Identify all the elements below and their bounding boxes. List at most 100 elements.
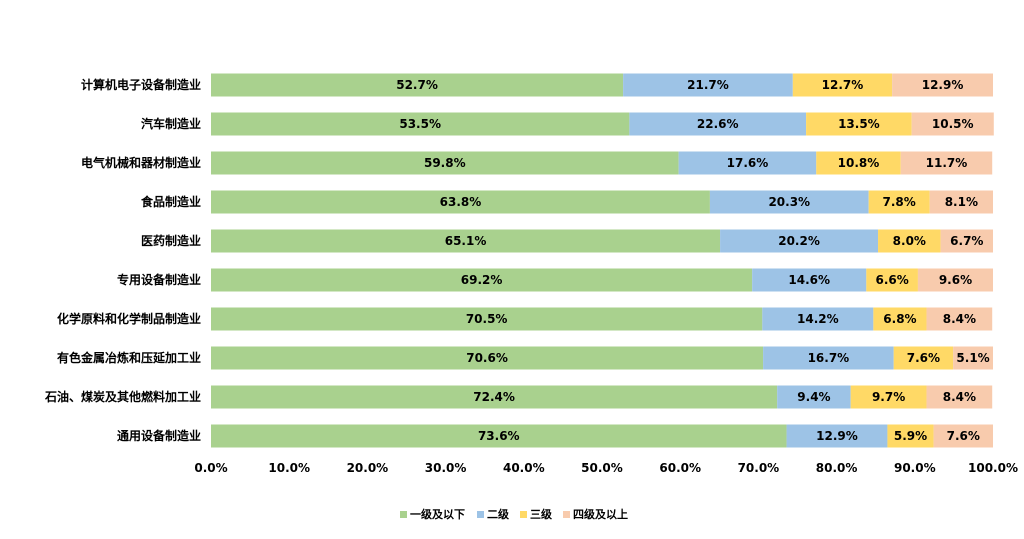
data-label: 9.4% bbox=[797, 390, 830, 404]
bar-segment bbox=[929, 190, 993, 214]
bar-segment bbox=[887, 424, 934, 448]
bar-segment bbox=[777, 385, 851, 409]
bar-segment bbox=[623, 73, 793, 97]
legend-label: 二级 bbox=[487, 507, 510, 521]
data-label: 6.8% bbox=[883, 312, 916, 326]
data-label: 12.7% bbox=[822, 78, 864, 92]
data-label: 20.2% bbox=[778, 234, 820, 248]
bar-segment bbox=[709, 190, 869, 214]
data-label: 73.6% bbox=[478, 429, 520, 443]
data-label: 69.2% bbox=[461, 273, 503, 287]
bar-segment bbox=[900, 151, 993, 175]
x-tick-label: 90.0% bbox=[894, 461, 936, 475]
data-label: 70.5% bbox=[466, 312, 508, 326]
bar-segment bbox=[868, 190, 930, 214]
bars-group: 52.7% 21.7% 12.7% 12.9% 53.5% 22.6% 13.5% 10.5%… bbox=[211, 73, 994, 448]
bar-segment bbox=[211, 190, 710, 214]
data-label: 20.3% bbox=[768, 195, 810, 209]
data-label: 10.8% bbox=[838, 156, 880, 170]
bar-segment bbox=[211, 424, 787, 448]
category-labels: 计算机电子设备制造业汽车制造业电气机械和器材制造业食品制造业医药制造业专用设备制… bbox=[44, 77, 201, 443]
bar-segment bbox=[720, 229, 879, 253]
bar-segment bbox=[866, 268, 918, 292]
bar-segment bbox=[892, 73, 993, 97]
data-label: 21.7% bbox=[687, 78, 729, 92]
bar-segment bbox=[806, 112, 912, 136]
data-label: 8.0% bbox=[893, 234, 926, 248]
bar-segment bbox=[911, 112, 994, 136]
category-label: 有色金属冶炼和压延加工业 bbox=[57, 350, 201, 365]
data-label: 5.1% bbox=[956, 351, 989, 365]
data-label: 70.6% bbox=[466, 351, 508, 365]
data-label: 8.4% bbox=[943, 390, 976, 404]
bar-segment bbox=[211, 307, 763, 331]
category-label: 计算机电子设备制造业 bbox=[81, 77, 201, 92]
bar-segment bbox=[786, 424, 888, 448]
data-label: 6.7% bbox=[950, 234, 983, 248]
x-tick-label: 0.0% bbox=[194, 461, 227, 475]
x-tick-label: 20.0% bbox=[347, 461, 389, 475]
bar-segment bbox=[211, 73, 624, 97]
bar-segment bbox=[678, 151, 817, 175]
legend-swatch bbox=[563, 511, 570, 518]
bar-segment bbox=[933, 424, 993, 448]
bar-segment bbox=[792, 73, 893, 97]
data-label: 52.7% bbox=[396, 78, 438, 92]
data-label: 13.5% bbox=[838, 117, 880, 131]
bar-segment bbox=[211, 229, 721, 253]
x-tick-label: 40.0% bbox=[503, 461, 545, 475]
x-tick-label: 50.0% bbox=[581, 461, 623, 475]
data-label: 8.4% bbox=[943, 312, 976, 326]
data-label: 9.7% bbox=[872, 390, 905, 404]
bar-segment bbox=[211, 112, 630, 136]
data-label: 14.2% bbox=[797, 312, 839, 326]
bar-segment bbox=[926, 385, 993, 409]
bar-segment bbox=[211, 268, 753, 292]
legend-swatch bbox=[520, 511, 527, 518]
bar-segment bbox=[940, 229, 993, 253]
category-label: 专用设备制造业 bbox=[117, 272, 201, 287]
data-label: 14.6% bbox=[788, 273, 830, 287]
x-tick-label: 70.0% bbox=[738, 461, 780, 475]
data-label: 72.4% bbox=[473, 390, 515, 404]
data-label: 10.5% bbox=[932, 117, 974, 131]
bar-segment bbox=[816, 151, 901, 175]
legend-label: 三级 bbox=[530, 507, 553, 521]
legend-label: 四级及以上 bbox=[573, 507, 628, 521]
data-label: 59.8% bbox=[424, 156, 466, 170]
bar-segment bbox=[752, 268, 867, 292]
data-label: 16.7% bbox=[808, 351, 850, 365]
legend-swatch bbox=[477, 511, 484, 518]
data-label: 7.6% bbox=[907, 351, 940, 365]
bar-segment bbox=[850, 385, 927, 409]
bar-segment bbox=[211, 346, 764, 370]
x-tick-label: 60.0% bbox=[659, 461, 701, 475]
category-label: 食品制造业 bbox=[140, 194, 201, 209]
data-label: 17.6% bbox=[727, 156, 769, 170]
data-label: 9.6% bbox=[939, 273, 972, 287]
data-label: 7.6% bbox=[947, 429, 980, 443]
data-label: 8.1% bbox=[945, 195, 978, 209]
category-label: 通用设备制造业 bbox=[117, 428, 201, 443]
category-label: 汽车制造业 bbox=[141, 116, 201, 131]
data-label: 12.9% bbox=[922, 78, 964, 92]
bar-segment bbox=[629, 112, 807, 136]
legend-swatch bbox=[400, 511, 407, 518]
data-label: 53.5% bbox=[399, 117, 441, 131]
bar-segment bbox=[953, 346, 993, 370]
bar-segment bbox=[211, 151, 679, 175]
bar-segment bbox=[917, 268, 993, 292]
data-label: 65.1% bbox=[445, 234, 487, 248]
bar-segment bbox=[926, 307, 993, 331]
legend-label: 一级及以下 bbox=[410, 507, 465, 521]
category-label: 电气机械和器材制造业 bbox=[81, 155, 201, 170]
bar-segment bbox=[873, 307, 927, 331]
x-tick-label: 100.0% bbox=[968, 461, 1018, 475]
bar-segment bbox=[762, 307, 874, 331]
bar-segment bbox=[878, 229, 941, 253]
category-label: 化学原料和化学制品制造业 bbox=[57, 311, 201, 326]
data-label: 5.9% bbox=[894, 429, 927, 443]
x-tick-label: 30.0% bbox=[425, 461, 467, 475]
data-label: 7.8% bbox=[883, 195, 916, 209]
